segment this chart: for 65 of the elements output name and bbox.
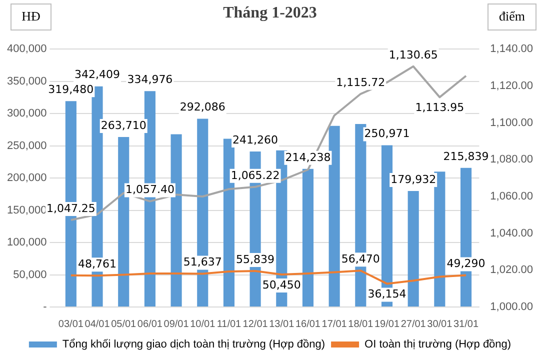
x-tick-label: 13/01 (269, 318, 295, 330)
y-axis-title: HĐ (22, 8, 40, 24)
x-tick-label: 30/01 (427, 318, 453, 330)
x-tick-label: 11/01 (216, 318, 242, 330)
data-label: 36,154 (368, 288, 406, 301)
y2-tick-label: 1,060.00 (490, 190, 534, 203)
data-label: 292,086 (180, 100, 226, 114)
bar (302, 168, 314, 306)
data-label: 56,470 (341, 252, 380, 266)
data-label: 51,637 (183, 256, 222, 269)
legend-label: OI toàn thị trường (Hợp đồng) (364, 338, 512, 351)
y2-tick-label: 1,100.00 (490, 116, 534, 129)
data-label: 214,238 (285, 150, 331, 164)
chart-title: Tháng 1-2023 (223, 4, 317, 22)
x-tick-label: 31/01 (453, 318, 479, 330)
data-label: 49,290 (446, 257, 486, 270)
y-tick-label: 300,000 (6, 108, 47, 120)
x-tick-label: 04/01 (84, 318, 110, 330)
data-label: 241,260 (232, 133, 278, 146)
y2-tick-label: 1,000.00 (490, 301, 534, 314)
x-tick-label: 05/01 (111, 318, 137, 330)
x-tick-label: 16/01 (295, 318, 321, 330)
bar (328, 126, 340, 306)
data-label: 334,976 (127, 72, 173, 86)
y2-tick-label: 1,020.00 (490, 264, 534, 276)
bar (408, 191, 419, 306)
data-label: 1,115.72 (336, 76, 386, 89)
x-tick-label: 10/01 (190, 318, 216, 330)
data-label: 319,480 (48, 82, 94, 96)
data-label: 1,065.22 (230, 168, 280, 182)
y-tick-label: 100,000 (6, 236, 47, 249)
bar (434, 172, 446, 306)
y-tick-label: - (43, 301, 48, 314)
data-label: 55,839 (236, 252, 275, 266)
data-label: 1,047.25 (46, 202, 96, 215)
data-label: 179,932 (390, 172, 436, 186)
data-label: 1,057.40 (125, 183, 174, 196)
x-tick-label: 27/01 (400, 318, 426, 330)
y2-tick-label: 1,140.00 (490, 43, 534, 56)
y2-tick-label: 1,040.00 (490, 227, 534, 240)
x-tick-label: 09/01 (164, 318, 190, 330)
data-label: 1,130.65 (388, 48, 438, 62)
y-tick-label: 250,000 (6, 140, 47, 152)
data-label: 1,113.95 (415, 101, 464, 114)
y2-tick-label: 1,120.00 (490, 80, 534, 92)
legend-label: Tổng khối lượng giao dịch toàn thị trường (Hợp đồng) (62, 338, 326, 351)
data-label: 50,450 (262, 278, 301, 292)
x-tick-label: 03/01 (58, 318, 84, 330)
data-label: 48,761 (78, 257, 117, 270)
x-tick-label: 18/01 (348, 318, 374, 330)
x-tick-label: 12/01 (242, 318, 268, 330)
data-label: 263,710 (100, 118, 146, 132)
y2-tick-label: 1,080.00 (490, 154, 534, 166)
y-tick-label: 400,000 (6, 43, 47, 56)
y2-axis-title: điểm (499, 8, 525, 24)
y-tick-label: 150,000 (6, 204, 47, 216)
y-tick-label: 200,000 (6, 172, 47, 184)
data-label: 342,409 (74, 68, 120, 82)
y-tick-label: 350,000 (6, 75, 47, 88)
data-label: 215,839 (443, 150, 489, 163)
x-tick-label: 19/01 (374, 318, 400, 330)
x-tick-label: 06/01 (137, 318, 163, 330)
data-label: 250,971 (364, 127, 410, 140)
x-tick-label: 17/01 (322, 318, 348, 330)
y-tick-label: 50,000 (13, 268, 47, 281)
